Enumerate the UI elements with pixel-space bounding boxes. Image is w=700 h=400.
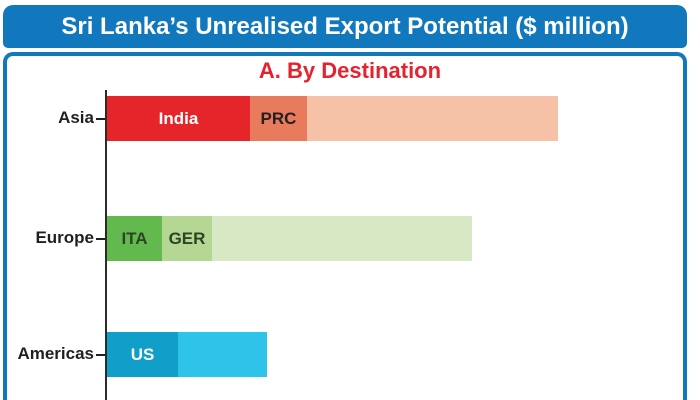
axis-tick-asia — [96, 118, 105, 120]
chart-subtitle: A. By Destination — [258, 58, 442, 83]
segment-label: US — [130, 344, 155, 364]
bar-segment-ger: GER — [162, 216, 212, 261]
bar-europe: ITA GER — [107, 216, 472, 261]
page-title: Sri Lanka’s Unrealised Export Potential … — [61, 12, 629, 40]
bar-segment-remainder — [307, 96, 558, 141]
axis-tick-europe — [96, 238, 105, 240]
category-label-americas: Americas — [17, 344, 94, 363]
bar-segment-remainder — [178, 332, 267, 377]
segment-label: GER — [168, 228, 206, 248]
bar-segment-ita: ITA — [107, 216, 162, 261]
bar-americas: US — [107, 332, 267, 377]
y-axis-line — [105, 90, 107, 400]
bar-segment-us: US — [107, 332, 178, 377]
segment-label: India — [158, 108, 199, 128]
bar-segment-india: India — [107, 96, 250, 141]
category-label-asia: Asia — [58, 108, 94, 127]
segment-label: ITA — [121, 228, 148, 248]
segment-label: PRC — [260, 108, 297, 128]
category-label-europe: Europe — [35, 228, 94, 247]
axis-tick-americas — [96, 354, 105, 356]
bar-segment-remainder — [212, 216, 472, 261]
bar-asia: India PRC — [107, 96, 558, 141]
header-banner: Sri Lanka’s Unrealised Export Potential … — [3, 5, 687, 48]
bar-segment-prc: PRC — [250, 96, 307, 141]
